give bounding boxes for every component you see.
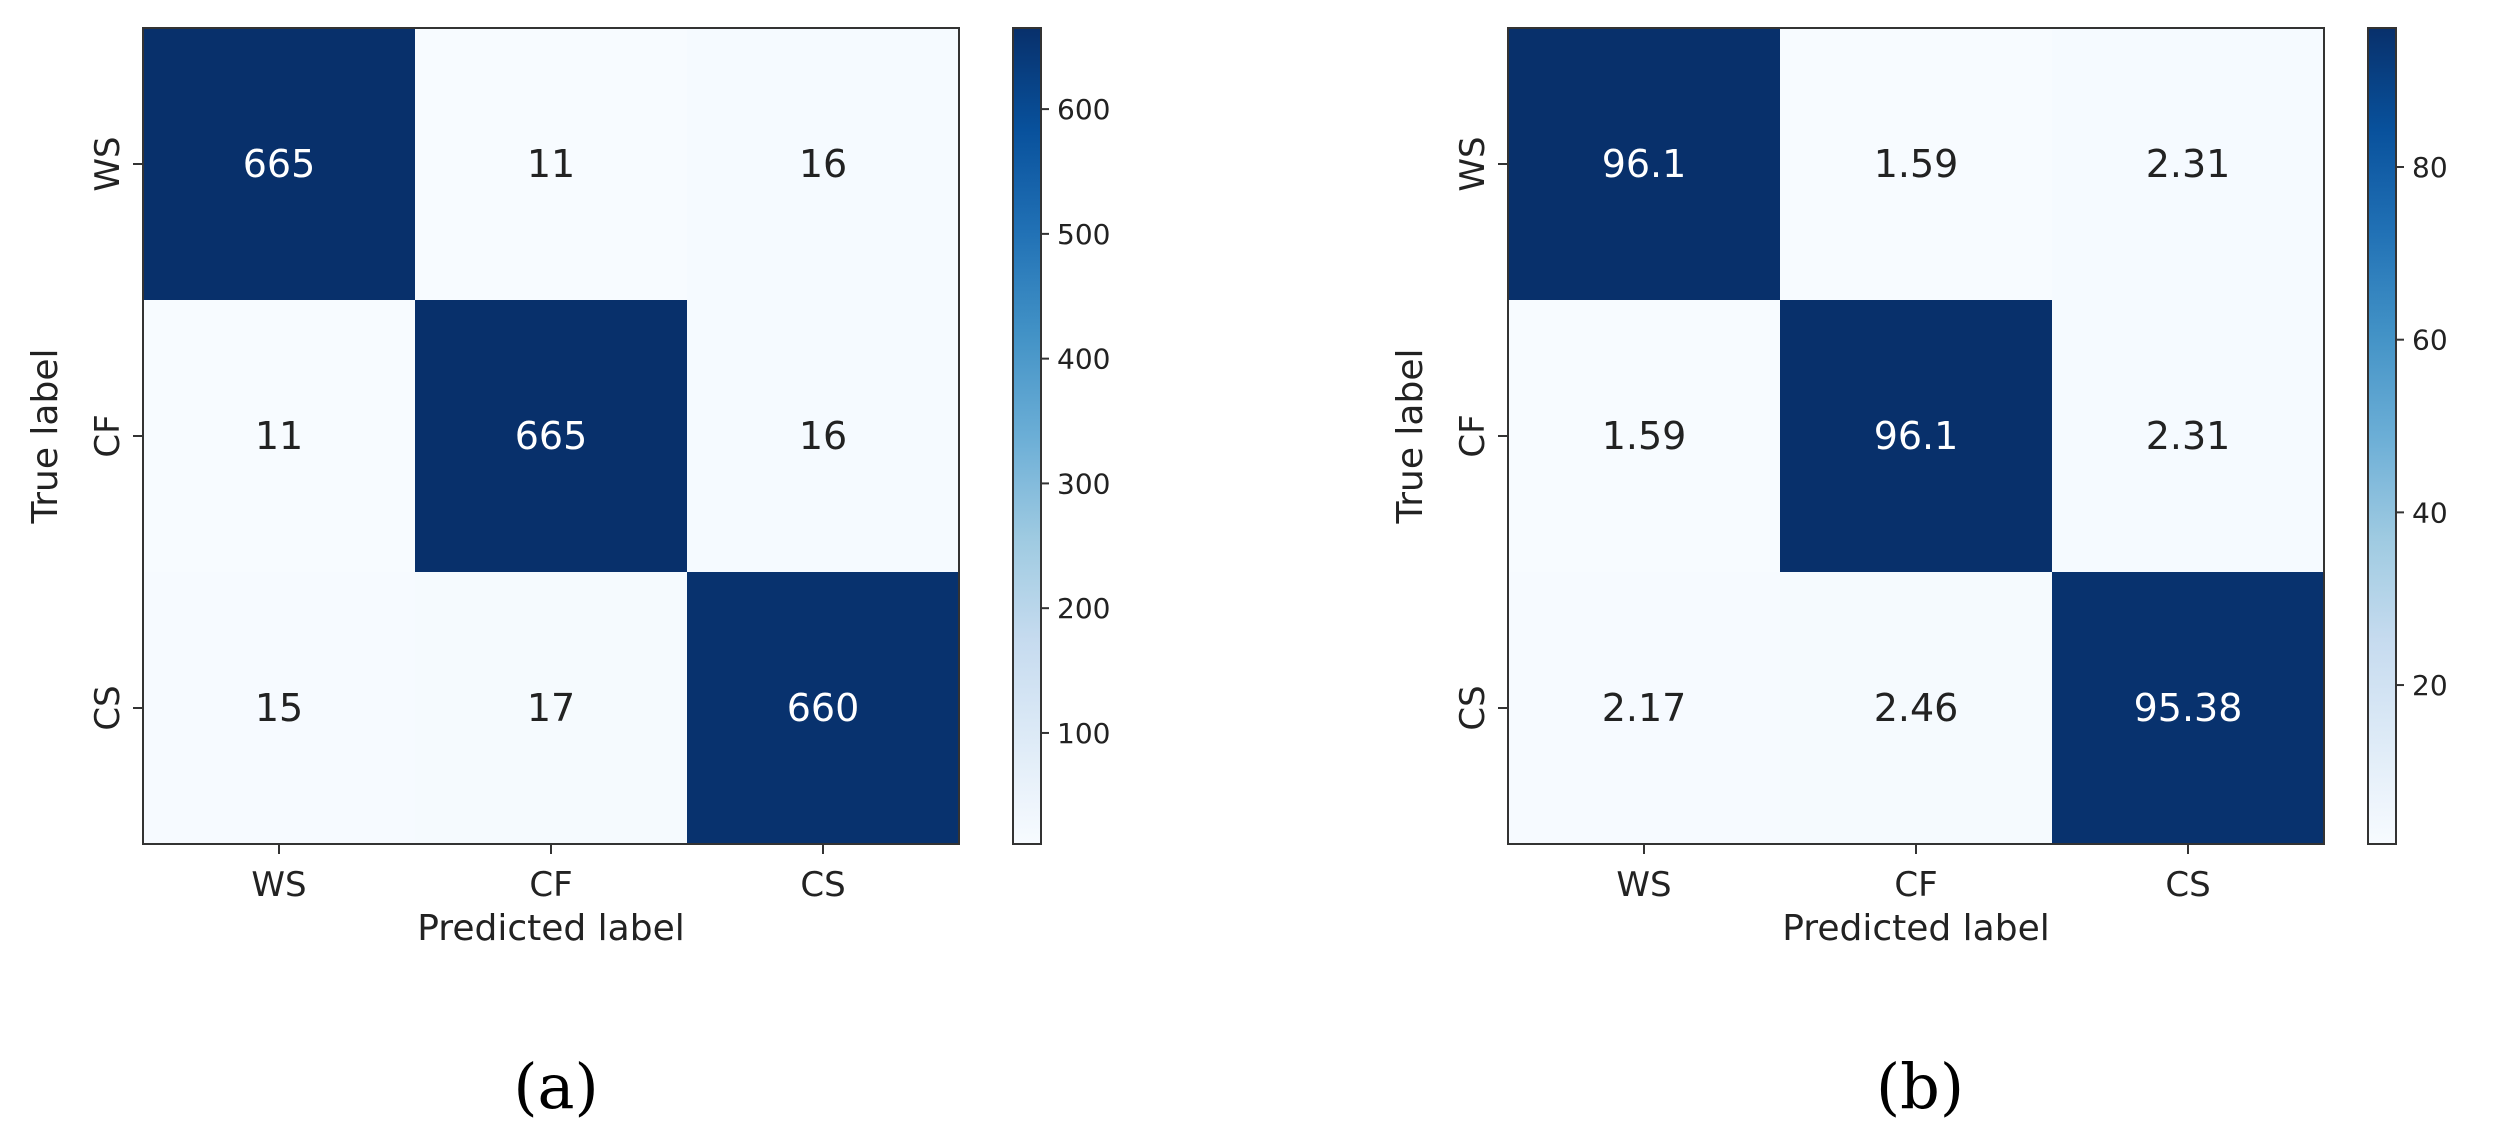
colorbar-tick-label: 600 (1057, 93, 1110, 126)
cell-value-label: 2.31 (2146, 414, 2231, 458)
cell-value-label: 1.59 (1602, 414, 1687, 458)
x-tick-label: WS (251, 865, 306, 905)
cell-value-label: 660 (787, 686, 860, 730)
y-axis-label: True label (1390, 349, 1431, 525)
y-tick-label: CS (1453, 685, 1493, 730)
cell-value-label: 15 (255, 686, 303, 730)
matrix-cell (2052, 572, 2324, 844)
cell-value-label: 665 (243, 142, 316, 186)
cell-value-label: 16 (799, 414, 847, 458)
x-tick-label: CF (529, 865, 572, 905)
matrix-cell (1780, 572, 2052, 844)
y-tick-label: CF (1453, 414, 1493, 457)
matrix-cell (1508, 572, 1780, 844)
cell-value-label: 11 (527, 142, 575, 186)
x-axis-label: Predicted label (417, 908, 685, 949)
matrix-cell (2052, 300, 2324, 572)
colorbar-tick-label: 300 (1057, 467, 1110, 500)
colorbar-tick-label: 400 (1057, 343, 1110, 376)
confusion-matrix-panel-b: 96.1 1.59 2.31 1.59 96.1 2.31 2.17 2.46 95.38 WS C… (1390, 27, 2448, 1123)
panel-caption: (b) (1876, 1050, 1964, 1123)
cell-value-label: 2.31 (2146, 142, 2231, 186)
y-tick-label: WS (88, 136, 128, 191)
colorbar-tick-label: 20 (2412, 669, 2448, 702)
colorbar-tick-label: 500 (1057, 218, 1110, 251)
cell-value-label: 665 (515, 414, 588, 458)
x-tick-label: CF (1894, 865, 1937, 905)
colorbar-tick-label: 60 (2412, 324, 2448, 357)
matrix-cell (143, 28, 415, 300)
matrix-cell (2052, 28, 2324, 300)
x-tick-label: WS (1616, 865, 1671, 905)
colorbar-tick-label: 40 (2412, 496, 2448, 529)
cell-value-label: 16 (799, 142, 847, 186)
y-tick-label: CF (88, 414, 128, 457)
matrix-cell (143, 300, 415, 572)
matrix-cell (415, 28, 687, 300)
y-tick-label: CS (88, 685, 128, 730)
matrix-cell (1508, 300, 1780, 572)
matrix-cell (1508, 28, 1780, 300)
matrix-cell (415, 300, 687, 572)
matrix-cell (687, 572, 959, 844)
matrix-cell (143, 572, 415, 844)
x-tick-label: CS (800, 865, 845, 905)
cell-value-label: 1.59 (1874, 142, 1959, 186)
confusion-matrix-panel-a: 665 11 16 11 665 16 15 17 660 WS CF CS WS CF CS Predict… (25, 27, 1110, 1123)
panel-caption: (a) (513, 1050, 598, 1123)
y-tick-label: WS (1453, 136, 1493, 191)
matrix-cell (687, 28, 959, 300)
matrix-cell (1780, 28, 2052, 300)
colorbar-tick-label: 100 (1057, 717, 1110, 750)
matrix-cell (687, 300, 959, 572)
y-axis-label: True label (25, 349, 66, 525)
matrix-cell (1780, 300, 2052, 572)
matrix-cell (415, 572, 687, 844)
cell-value-label: 17 (527, 686, 575, 730)
colorbar-tick-label: 80 (2412, 151, 2448, 184)
cell-value-label: 2.17 (1602, 686, 1687, 730)
x-axis-label: Predicted label (1782, 908, 2050, 949)
cell-value-label: 95.38 (2134, 686, 2243, 730)
cell-value-label: 11 (255, 414, 303, 458)
colorbar (1012, 27, 1042, 845)
cell-value-label: 96.1 (1874, 414, 1959, 458)
cell-value-label: 96.1 (1602, 142, 1687, 186)
colorbar (2367, 27, 2397, 845)
colorbar-tick-label: 200 (1057, 592, 1110, 625)
x-tick-label: CS (2165, 865, 2210, 905)
cell-value-label: 2.46 (1874, 686, 1959, 730)
